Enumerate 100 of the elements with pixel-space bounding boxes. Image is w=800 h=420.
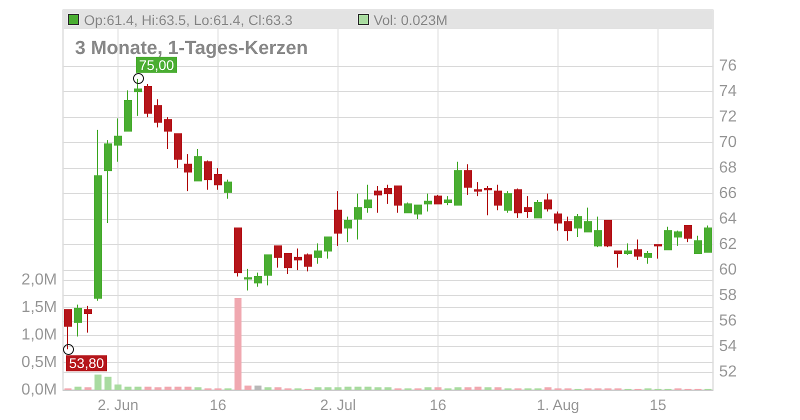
candlestick: [304, 253, 312, 272]
candlestick: [64, 309, 72, 350]
candlestick: [74, 304, 82, 337]
candlestick: [404, 202, 412, 214]
candlestick: [234, 228, 242, 278]
candlestick: [654, 244, 662, 260]
candlestick: [574, 214, 582, 238]
candlestick: [274, 245, 282, 268]
bar: [354, 386, 362, 390]
candlestick: [124, 90, 132, 132]
bar: [144, 386, 152, 390]
x-tick-label: 15: [650, 397, 666, 414]
candlestick: [424, 193, 432, 212]
candlestick: [214, 168, 222, 190]
bar: [464, 387, 472, 390]
text: 3 Monate, 1-Tages-Kerzen: [75, 38, 308, 59]
bar: [334, 387, 342, 390]
candlestick: [184, 154, 192, 192]
candlestick: [534, 200, 542, 218]
y2-tick-label: 1,0M: [21, 326, 57, 344]
y-tick-label: 66: [719, 185, 737, 202]
candlestick: [194, 148, 202, 182]
candlestick: [624, 242, 632, 256]
candlestick: [454, 161, 462, 206]
candlestick: [144, 83, 152, 118]
y-tick-label: 58: [719, 287, 737, 304]
x-tick-label: 2. Jun: [98, 397, 138, 414]
x-tick-label: 16: [430, 397, 446, 414]
candlestick: [314, 242, 322, 264]
bar: [104, 376, 112, 390]
candlestick: [174, 133, 182, 169]
annotation: 75,00: [139, 56, 174, 73]
bar: [474, 386, 482, 390]
candlestick: [324, 236, 332, 260]
bar: [184, 386, 192, 390]
bar: [164, 386, 172, 390]
bar: [324, 387, 332, 390]
candlestick: [514, 188, 522, 218]
candlestick: [414, 204, 422, 220]
x-tick-label: 16: [210, 397, 226, 414]
candlestick: [634, 239, 642, 260]
y-tick-label: 70: [719, 134, 737, 152]
bar: [434, 387, 442, 390]
x-tick-label: 1. Aug: [536, 397, 580, 414]
y2-tick-label: 0,5M: [21, 354, 57, 371]
candlestick: [394, 185, 402, 214]
candlestick: [224, 179, 232, 200]
candlestick: [694, 235, 702, 254]
candlestick: [464, 164, 472, 196]
bar: [74, 386, 82, 390]
candlestick: [644, 250, 652, 264]
bar: [154, 387, 162, 390]
y2-tick-label: 1,5M: [21, 298, 57, 316]
candlestick: [104, 140, 112, 224]
y-tick-label: 56: [719, 312, 737, 330]
y-tick-label: 74: [719, 83, 737, 100]
candlestick: [604, 220, 612, 248]
bar: [484, 387, 492, 390]
annotation: Vol: 0.023M: [374, 12, 448, 28]
bar: [424, 387, 432, 390]
candlestick: [664, 226, 672, 250]
candlestick: [84, 305, 92, 334]
candlestick: [704, 225, 712, 253]
candlestick: [344, 216, 352, 243]
y-tick-label: 68: [719, 160, 737, 177]
bar: [194, 387, 202, 390]
bar: [274, 387, 282, 390]
bar: [454, 387, 462, 390]
candlestick: [544, 193, 552, 212]
bar: [244, 386, 252, 390]
x-tick-label: 2. Jul: [320, 397, 356, 414]
candlestick: [554, 210, 562, 232]
bar: [374, 387, 382, 390]
candlestick: [354, 193, 362, 240]
bar: [344, 386, 352, 390]
candlestick: [364, 184, 372, 214]
candlestick: [94, 129, 102, 302]
bar: [114, 384, 122, 390]
bar: [254, 386, 262, 390]
candlestick: [494, 184, 502, 211]
bar: [544, 387, 552, 390]
bar: [264, 387, 272, 390]
candlestick: [584, 207, 592, 232]
y-tick-label: 64: [719, 210, 737, 228]
candlestick: [374, 185, 382, 214]
bar: [84, 387, 92, 390]
candlestick: [614, 250, 622, 268]
bar: [234, 298, 242, 390]
candlestick: [444, 196, 452, 206]
y2-tick-label: 0,0M: [21, 382, 57, 398]
candlestick: [114, 118, 122, 162]
y-tick-label: 76: [719, 58, 737, 75]
bar: [94, 374, 102, 390]
candlestick: [384, 184, 392, 204]
candlestick: [504, 190, 512, 214]
candlestick: [254, 272, 262, 288]
bar: [134, 386, 142, 390]
y-tick-label: 54: [719, 338, 737, 356]
candlestick: [474, 182, 482, 197]
annotation: Op:61.4, Hi:63.5, Lo:61.4, Cl:63.3: [84, 12, 293, 28]
